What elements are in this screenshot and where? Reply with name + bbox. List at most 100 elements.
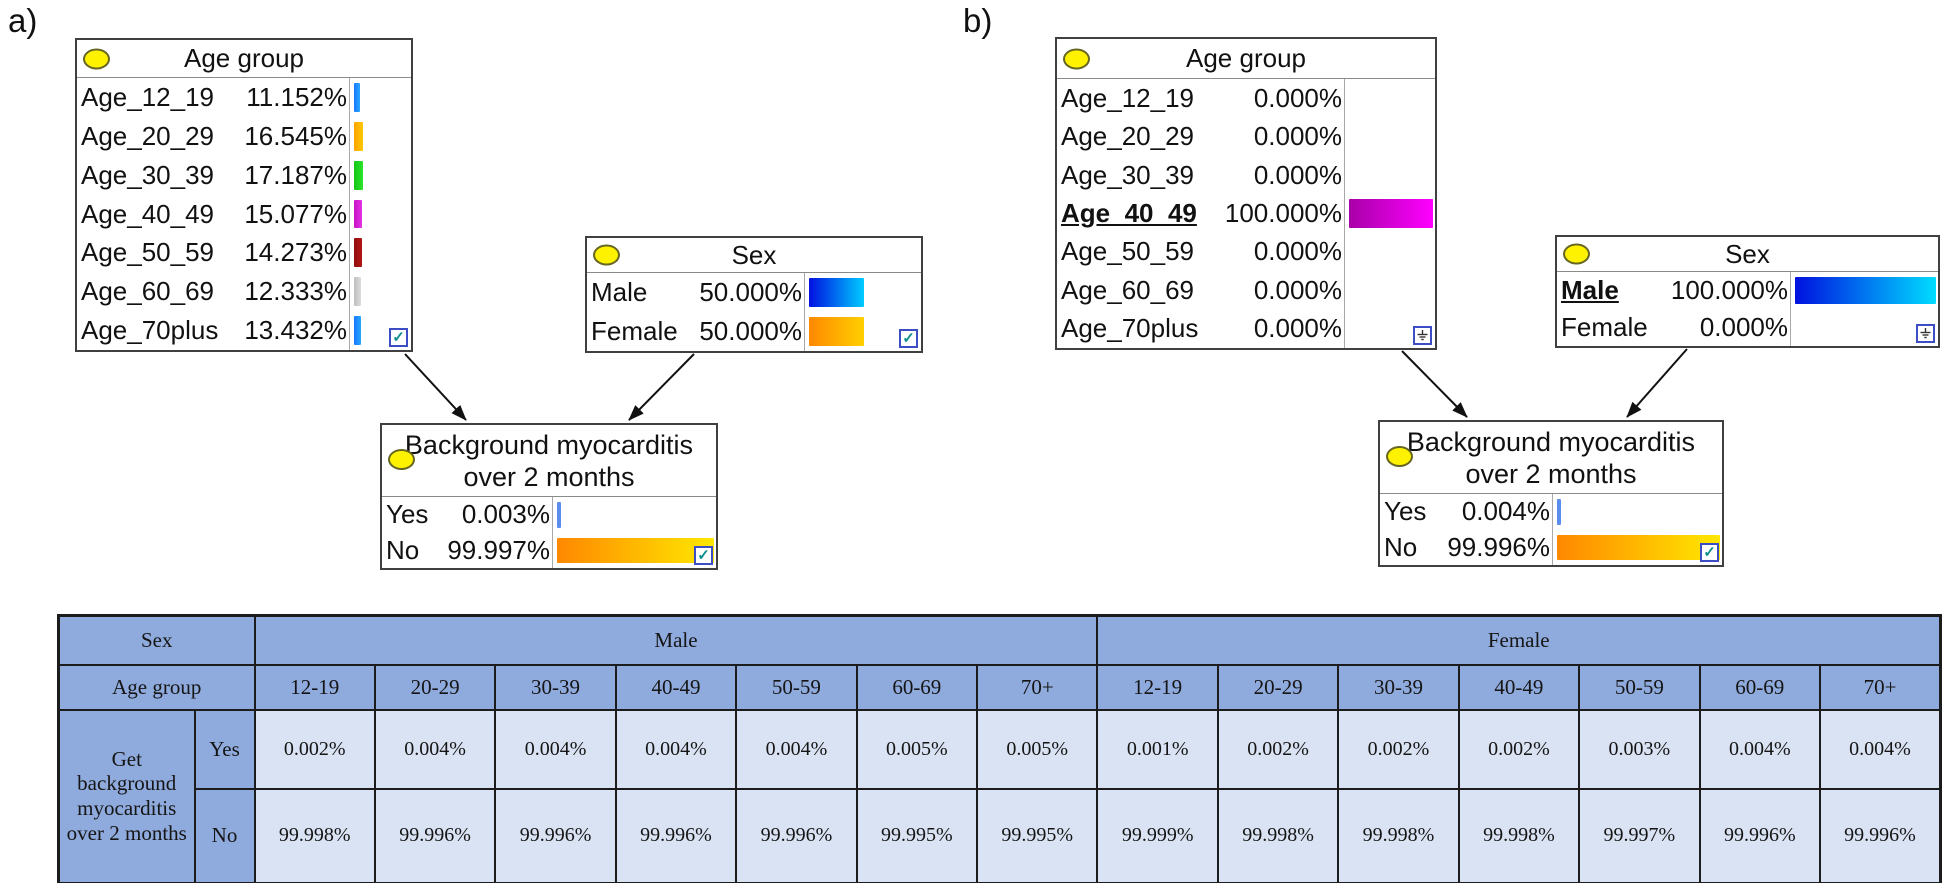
state-name: Age_70plus: [1061, 313, 1199, 344]
evidence-ground-icon[interactable]: [1916, 324, 1935, 343]
state-value: 99.997%: [447, 534, 550, 565]
state-name: Male: [591, 277, 648, 307]
probability-cell-yes: 0.002%: [253, 708, 376, 790]
female-group-header: Female: [1096, 614, 1942, 666]
state-text: Age_12_19 11.152%: [77, 82, 349, 113]
age-column-header: 12-19: [253, 663, 376, 711]
probability-bar: [1557, 499, 1561, 525]
state-text: Age_70plus 13.432%: [77, 315, 349, 346]
age-column-header: 40-49: [614, 663, 738, 711]
node-title-bar: Background myocarditis over 2 months: [382, 425, 716, 497]
probability-cell-no: 99.998%: [1337, 787, 1460, 883]
state-row-Yes: Yes 0.004%: [1380, 494, 1722, 530]
node-states: Male 50.000% Female 50.000%: [587, 273, 921, 351]
belief-checkbox-icon[interactable]: ✓: [1700, 543, 1719, 562]
state-text: Age_50_59 14.273%: [77, 237, 349, 268]
panel-b-label: b): [963, 2, 993, 39]
state-value: 0.004%: [1461, 496, 1550, 527]
state-value: 0.000%: [1253, 82, 1342, 113]
state-name: Age_30_39: [1061, 159, 1195, 190]
state-text: Age_40_49 100.000%: [1057, 198, 1344, 229]
arrow-sex-to-myocarditis-b: [1626, 348, 1688, 418]
probability-bar: [557, 537, 714, 563]
node-title: Age group: [1186, 43, 1306, 73]
state-name: No: [1384, 531, 1418, 562]
node-states: Age_12_19 11.152% Age_20_29 16.545% Age_30_3…: [77, 78, 411, 351]
state-text: Age_30_39 0.000%: [1057, 160, 1344, 191]
probability-bar: [354, 121, 364, 151]
age-column-header: 30-39: [494, 663, 617, 711]
table-yes-row: Get background myocarditis over 2 months…: [57, 708, 1942, 883]
state-value: 0.000%: [1253, 236, 1342, 267]
belief-checkbox-icon[interactable]: ✓: [899, 329, 918, 348]
probability-cell-no: 99.998%: [253, 787, 376, 883]
state-row-Female: Female 50.000%: [587, 312, 921, 351]
probability-cell-no: 99.996%: [735, 787, 858, 883]
state-value: 0.000%: [1253, 313, 1342, 344]
probability-cell-no: 99.997%: [1578, 787, 1701, 883]
age-column-header: 40-49: [1457, 663, 1581, 711]
node-state-ellipse-icon: [1386, 446, 1413, 467]
state-row-Age_60_69: Age_60_69 12.333%: [77, 272, 411, 312]
probability-bar-area: [349, 78, 411, 117]
state-value: 12.333%: [244, 276, 347, 307]
male-group-header: Male: [253, 614, 1099, 666]
belief-checkbox-icon[interactable]: ✓: [389, 328, 408, 347]
probability-bar-area: [1344, 155, 1435, 195]
probability-bar-area: [349, 272, 411, 312]
probability-bar-area: [552, 497, 716, 533]
cpt-table: Sex Male Female Age group 12-19 20-29 30-3…: [57, 614, 1942, 883]
node-title-line2: over 2 months: [463, 461, 635, 492]
state-value: 13.432%: [244, 315, 347, 346]
probability-cell-no: 99.996%: [494, 787, 617, 883]
no-label-cell: No: [193, 787, 256, 883]
yes-label-cell: Yes: [193, 708, 256, 790]
table-age-row: Age group 12-19 20-29 30-39 40-49 50-59 60-69…: [57, 663, 1942, 711]
state-text: Age_30_39 17.187%: [77, 160, 349, 191]
age-column-header: 70+: [976, 663, 1099, 711]
arrow-age-to-myocarditis-b: [1401, 350, 1468, 418]
age-column-header: 20-29: [1216, 663, 1340, 711]
probability-cell-no: 99.996%: [614, 787, 738, 883]
state-name: Female: [1561, 312, 1648, 342]
check-icon: ✓: [1703, 544, 1716, 561]
age-column-header: 70+: [1818, 663, 1942, 711]
state-text: No 99.997%: [382, 535, 552, 566]
state-value: 0.000%: [1253, 159, 1342, 190]
state-text: Age_40_49 15.077%: [77, 199, 349, 230]
state-row-Age_40_49: Age_40_49 15.077%: [77, 194, 411, 234]
node-title-bar: Background myocarditis over 2 months: [1380, 422, 1722, 494]
state-value: 0.000%: [1253, 121, 1342, 152]
probability-bar: [354, 199, 363, 229]
probability-cell-yes: 0.004%: [735, 708, 858, 790]
check-icon: ✓: [902, 330, 915, 347]
state-row-Age_70plus: Age_70plus 13.432%: [77, 311, 411, 351]
probability-bar-area: [349, 233, 411, 273]
node-state-ellipse-icon: [83, 48, 110, 69]
evidence-ground-icon[interactable]: [1413, 326, 1432, 345]
state-text: Age_60_69 12.333%: [77, 276, 349, 307]
probability-bar-area: [1552, 529, 1722, 565]
node-states: Age_12_19 0.000% Age_20_29 0.000% Age_30_39 0…: [1057, 79, 1435, 348]
state-text: Age_12_19 0.000%: [1057, 83, 1344, 114]
node-state-ellipse-icon: [388, 449, 415, 470]
probability-cell-no: 99.996%: [1698, 787, 1821, 883]
node-myocarditis-a: Background myocarditis over 2 months Yes…: [380, 423, 718, 570]
node-title-line1: Background myocarditis: [404, 429, 694, 460]
state-text: Age_20_29 0.000%: [1057, 121, 1344, 152]
state-row-Age_20_29: Age_20_29 16.545%: [77, 116, 411, 156]
node-sex-b: Sex Male 100.000% Female 0.000%: [1555, 235, 1940, 348]
probability-bar-area: [1344, 79, 1435, 118]
node-myocarditis-b: Background myocarditis over 2 months Yes…: [1378, 420, 1724, 567]
probability-bar: [1349, 199, 1433, 228]
probability-bar-area: [349, 155, 411, 195]
state-text: Yes 0.004%: [1380, 496, 1552, 527]
state-name: No: [386, 534, 420, 565]
state-row-Age_70plus: Age_70plus 0.000%: [1057, 309, 1435, 348]
probability-cell-yes: 0.004%: [1698, 708, 1821, 790]
belief-checkbox-icon[interactable]: ✓: [694, 546, 713, 565]
age-column-header: 12-19: [1096, 663, 1219, 711]
state-value: 0.000%: [1699, 312, 1788, 342]
node-age-group-a: Age group Age_12_19 11.152% Age_20_29 16.54…: [75, 38, 413, 352]
node-sex-a: Sex Male 50.000% Female 50.000% ✓: [585, 236, 923, 353]
